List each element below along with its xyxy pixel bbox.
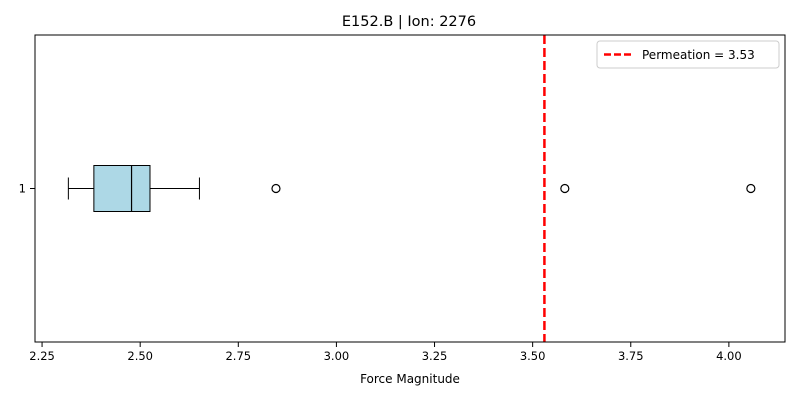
y-axis: 1 [19, 182, 35, 196]
plot-area [67, 35, 756, 342]
outlier-point [560, 183, 570, 194]
x-axis-label: Force Magnitude [360, 372, 460, 386]
x-axis: 2.25 2.50 2.75 3.00 3.25 3.50 3.75 4.00 [29, 342, 742, 363]
y-tick-label: 1 [19, 182, 26, 196]
outlier-point [746, 183, 756, 194]
box-iqr [93, 165, 151, 212]
x-tick-label: 2.75 [225, 349, 251, 363]
outlier-point [271, 183, 281, 194]
x-tick-label: 3.75 [618, 349, 644, 363]
x-tick-label: 3.00 [324, 349, 350, 363]
chart-title: E152.B | Ion: 2276 [342, 14, 476, 30]
x-tick-label: 3.50 [520, 349, 546, 363]
x-tick-label: 3.25 [422, 349, 448, 363]
legend-label: Permeation = 3.53 [642, 48, 755, 62]
x-tick-label: 4.00 [716, 349, 742, 363]
legend: Permeation = 3.53 [596, 40, 780, 69]
x-tick-label: 2.50 [127, 349, 153, 363]
legend-frame [596, 40, 780, 69]
x-tick-label: 2.25 [29, 349, 55, 363]
